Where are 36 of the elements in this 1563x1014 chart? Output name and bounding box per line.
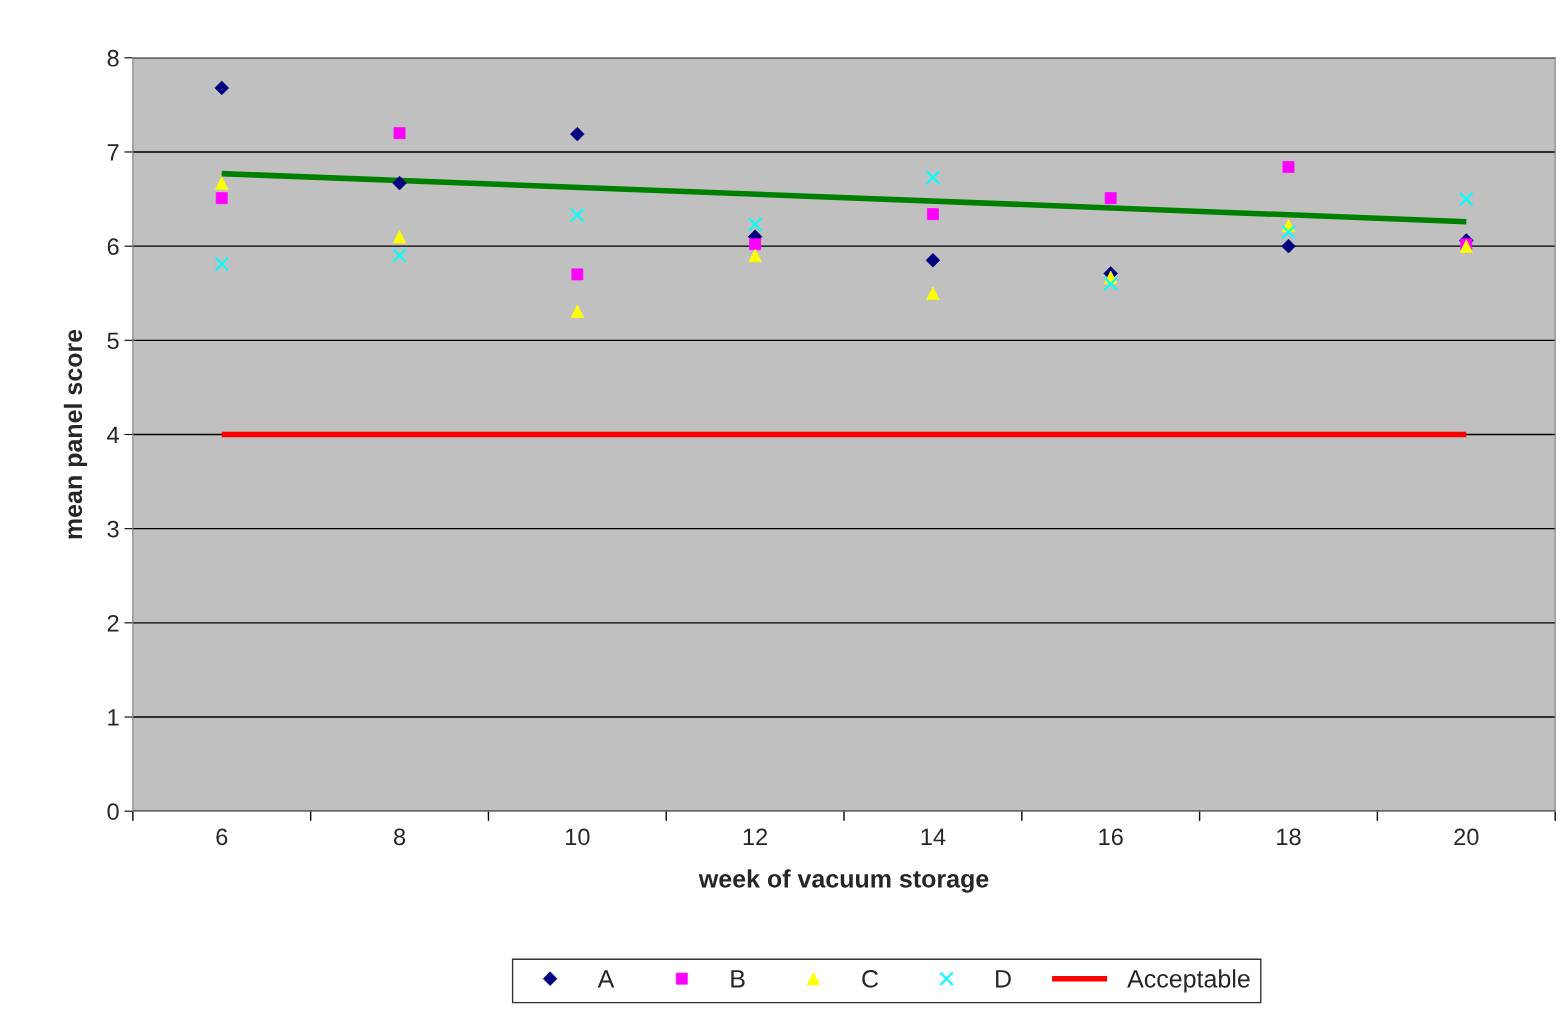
point bbox=[1459, 191, 1474, 207]
point bbox=[925, 170, 941, 185]
legend-label: Acceptable bbox=[1127, 969, 1250, 993]
point bbox=[392, 248, 407, 263]
x-tick-label: 16 bbox=[1099, 828, 1123, 846]
x-tick-label: 18 bbox=[1277, 828, 1301, 846]
point bbox=[392, 175, 407, 191]
y-tick-label: 3 bbox=[107, 520, 119, 538]
y-axis-title: mean panel score bbox=[63, 329, 88, 539]
y-tick-label: 8 bbox=[107, 49, 119, 67]
point bbox=[1281, 224, 1296, 240]
x-tick-label: 10 bbox=[566, 828, 590, 846]
legend-label: C bbox=[862, 969, 879, 988]
point bbox=[1103, 276, 1118, 292]
point bbox=[925, 253, 941, 268]
legend-label: D bbox=[996, 970, 1011, 988]
y-tick-label: 0 bbox=[107, 803, 119, 820]
x-tick-label: 8 bbox=[394, 828, 406, 846]
point bbox=[570, 207, 585, 223]
y-tick-label: 6 bbox=[107, 238, 119, 255]
y-tick-label: 2 bbox=[107, 614, 119, 632]
y-tick-label: 4 bbox=[107, 426, 119, 444]
legend-label: A bbox=[597, 970, 615, 988]
y-tick-label: 1 bbox=[108, 709, 119, 726]
x-tick-label: 20 bbox=[1454, 828, 1479, 846]
legend-label: B bbox=[731, 970, 745, 988]
point bbox=[214, 256, 230, 272]
y-tick-label: 7 bbox=[107, 144, 119, 161]
x-tick-label: 14 bbox=[921, 828, 946, 845]
x-tick-label: 12 bbox=[743, 828, 768, 845]
point bbox=[747, 217, 763, 232]
point bbox=[570, 126, 585, 142]
y-tick-label: 5 bbox=[107, 332, 119, 350]
point bbox=[214, 80, 229, 96]
x-tick-label: 6 bbox=[216, 828, 228, 846]
x-axis-title: week of vacuum storage bbox=[698, 869, 989, 893]
